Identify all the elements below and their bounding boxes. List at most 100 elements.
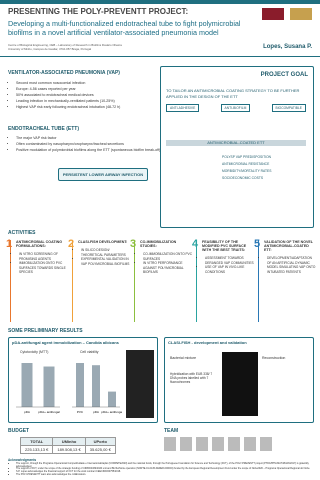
row: TOTAL UMinho UPorto [19, 437, 116, 446]
bullet: Positive modulation of polymicrobial bio… [16, 147, 161, 153]
tag: ANTI-ADHESIVE [166, 104, 200, 112]
bar [92, 365, 100, 407]
rule [0, 56, 320, 57]
section-title: BUDGET [8, 428, 30, 434]
kicker: PRESENTING THE POLY-PREVENTT PROJECT: [8, 7, 189, 16]
charts: pDA pDA+ antifungal PVC pDA pDA+ antifungal [16, 363, 122, 414]
activity-number: 1 [6, 238, 13, 250]
bullet: The POLY-PREVENTT team also acknowledges… [16, 473, 312, 477]
step: Reconstruction [262, 356, 286, 360]
activity-number: 2 [68, 238, 75, 250]
affiliation: Centre of Biological Engineering, CEB – … [8, 43, 122, 51]
goal-text: TO TAILOR AN ANTIMICROBIAL COATING STRAT… [166, 88, 300, 99]
bullet-list: CO-IMMOBILIZATION ONTO PVC SURFACESIN VI… [135, 252, 193, 275]
header-cell: UMinho [52, 437, 86, 446]
target: SOCIOECONOMIC COSTS [222, 176, 264, 180]
target: MORBIDITY/MORTALITY RATES [222, 169, 272, 173]
bullet: ASSESSMENT TOWARDS DERANGED VAP COMMUNIT… [205, 256, 255, 265]
callout: PERSISTENT LOWER AIRWAY INFECTION [58, 168, 148, 181]
author: Lopes, Susana P. [263, 44, 312, 50]
activity: 3CO-IMMOBILIZATION STUDIES: CO-IMMOBILIZA… [130, 238, 193, 322]
bullet: Europe: 4-56 cases reported per year [16, 86, 161, 92]
bullet: EXPERIMENTAL VALIDATION IN VAP POLYMICRO… [81, 257, 131, 266]
panel [8, 337, 158, 423]
bullet: The support, through the Programa Operac… [16, 462, 312, 469]
panel-title: pDA-antifungal agent immobilization – Ca… [12, 340, 119, 345]
target: POLYSP VAP PREDISPOSITION [222, 155, 272, 159]
section-title: SOME PRELIMINARY RESULTS [8, 328, 83, 334]
team-photos [164, 437, 272, 451]
budget-table: TOTAL UMinho UPorto 225.133,13 €189.508,13 … [19, 437, 116, 454]
coating: ANTIMICROBIAL-COATED ETT [166, 140, 306, 146]
tag: ANTI-BIOFILM [220, 104, 251, 112]
targets: POLYSP VAP PREDISPOSITION ANTIMICROBIAL R… [222, 154, 271, 182]
bar [21, 363, 33, 407]
tags: ANTI-ADHESIVE ANTI-BIOFILM BIOCOMPATIBLE [166, 104, 306, 112]
x-tick-label: pDA+ antifungal [38, 410, 60, 414]
goal-box [160, 66, 314, 228]
target: ANTIMICROBIAL RESISTANCE [222, 162, 270, 166]
activity-title: VALIDATION OF THE NOVEL ANTIMICROBIAL-CO… [264, 240, 313, 252]
section-title: ACTIVITIES [8, 230, 36, 236]
bullet: Highest VAP risk early following endotra… [16, 104, 161, 110]
bullet-list: Second most common nosocomial infectionE… [8, 80, 161, 110]
step: Hybridization with EUB 338/ 7 DNA probes… [170, 372, 213, 384]
bullet-list: IN SILICO DESIGN/ THEORETICAL PARAMETERS… [73, 248, 131, 266]
header-cell: UPorto [84, 437, 116, 446]
bullet: DEVELOPMENT/ADAPTATION OF AN ARTIFICIAL … [267, 256, 317, 274]
header-cell: TOTAL [19, 437, 54, 446]
bullet: S.P. Lopes acknowledges the financial su… [16, 470, 312, 474]
logo [262, 8, 284, 20]
bar [43, 366, 55, 407]
bar [108, 391, 116, 407]
micrograph [222, 352, 258, 416]
bullet: Leading infection in mechanically-ventil… [16, 98, 161, 104]
bullet: Often contaminated by nasopharynx/oropha… [16, 141, 161, 147]
section-title: VENTILATOR-ASSOCIATED PNEUMONIA (VAP) [8, 70, 120, 76]
ack-list: The support, through the Programa Operac… [8, 462, 312, 477]
title: Developing a multi-functionalized endotr… [8, 19, 241, 37]
tag: BIOCOMPATIBLE [271, 104, 306, 112]
bar [76, 363, 84, 407]
activity-number: 3 [130, 238, 137, 250]
micrograph [126, 350, 154, 418]
activity-number: 5 [254, 238, 261, 250]
x-tick-label: PVC [77, 410, 84, 414]
bullet: The support of FCT, under the scope of t… [16, 468, 312, 471]
bullet: The major VAP risk factor [16, 135, 161, 141]
acknowledgments: Acknowledgments The support, through the… [8, 458, 312, 477]
ack-title: Acknowledgments [8, 458, 37, 462]
bullet: IMMOBILIZATION ONTO PVC SURFACES TOWARDS… [19, 261, 69, 275]
activity-title: FEASIBILITY OF THE MODIFIED PVC SURFACE … [202, 240, 247, 252]
activity-title: CLASI-FISH DEVELOPMENT: [78, 240, 128, 244]
bullet: IN VITRO SCREENING OF PROMISING AGENTS [19, 252, 69, 261]
activity-title: CO-IMMOBILIZATION STUDIES: [140, 240, 177, 248]
bullet-list: DEVELOPMENT/ADAPTATION OF AN ARTIFICIAL … [259, 256, 317, 274]
affiliation-line: Centre of Biological Engineering, CEB – … [8, 43, 122, 47]
affiliation-line: University of Minho, Campus de Gualtar, … [8, 46, 92, 51]
top-band [0, 0, 320, 4]
bullet: USE OF VAP IN VIVO-LIKE CONDITIONS [205, 265, 255, 274]
panel [164, 337, 314, 423]
bullet: IN SILICO DESIGN/ THEORETICAL PARAMETERS [81, 248, 131, 257]
step: Bacterial mixture [170, 356, 197, 360]
bullet: CO-IMMOBILIZATION ONTO PVC SURFACES [143, 252, 193, 261]
bullet-list: The major VAP risk factorOften contamina… [8, 135, 161, 153]
x-tick-label: pDA+ antifungal [101, 410, 122, 414]
x-tick-label: pDA [24, 410, 30, 414]
x-tick-label: pDA [93, 410, 99, 414]
bullet: Second most common nosocomial infection [16, 80, 161, 86]
activity-title: ANTIMICROBIAL COATING FORMULATIONS: [16, 240, 62, 248]
bullet-list: ASSESSMENT TOWARDS DERANGED VAP COMMUNIT… [197, 256, 255, 274]
section-title: ENDOTRACHEAL TUBE (ETT) [8, 126, 80, 132]
bullet: 50% associated to endotracheal medical d… [16, 92, 161, 98]
section-title: TEAM [164, 428, 179, 434]
panel-title: CLASI-FISH - development and validation [168, 340, 247, 345]
activity: 4 FEASIBILITY OF THE MODIFIED PVC SURFACE… [192, 238, 255, 322]
chart-title: Cell viability [80, 350, 99, 354]
cell: 225.133,13 € [19, 445, 54, 454]
bullet: IN VITRO PERFORMANCE AGAINST POLYMICROBI… [143, 261, 193, 275]
